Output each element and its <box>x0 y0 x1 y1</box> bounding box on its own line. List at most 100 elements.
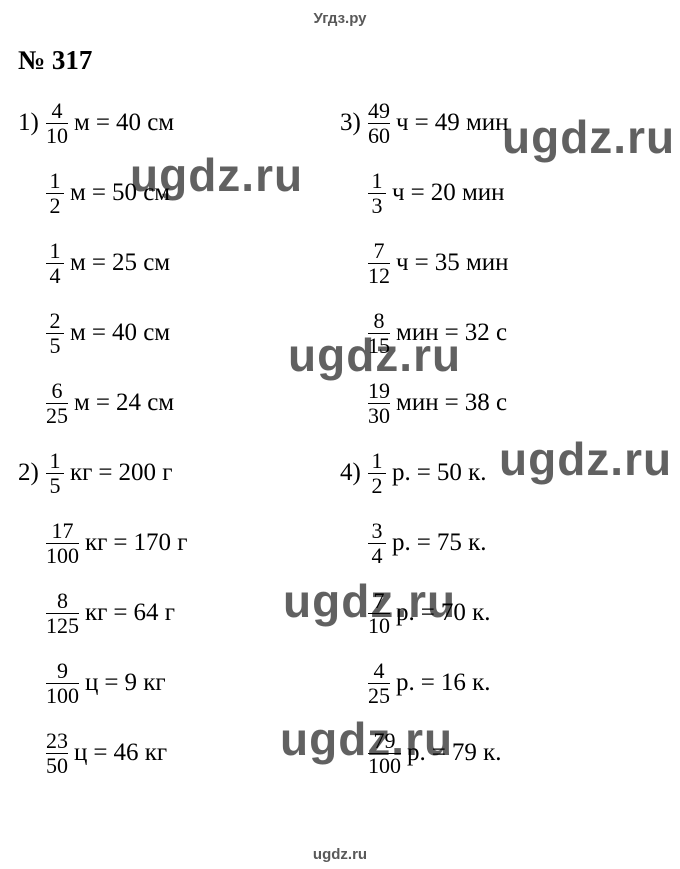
fraction: 815 <box>368 310 390 357</box>
equals-sign: = <box>445 389 459 417</box>
unit-label: ч <box>396 109 409 137</box>
fraction: 13 <box>368 170 386 217</box>
column-left: 1)410м=40 см12м=50 см14м=25 см25м=40 см6… <box>18 88 340 788</box>
unit-label: р. <box>392 459 411 487</box>
numerator: 4 <box>52 100 63 123</box>
denominator: 5 <box>50 334 61 357</box>
problem-title: № 317 <box>0 27 680 88</box>
unit-label: р. <box>396 599 415 627</box>
equations-grid: 1)410м=40 см12м=50 см14м=25 см25м=40 см6… <box>0 88 680 788</box>
item-number: 3) <box>340 109 368 137</box>
fraction: 79100 <box>368 730 401 777</box>
equation-row: 17100кг=170 г <box>18 508 340 578</box>
equation-row: 1)410м=40 см <box>18 88 340 158</box>
equation-row: 13ч=20 мин <box>340 158 662 228</box>
result-value: 70 к. <box>441 599 491 627</box>
result-value: 40 см <box>112 319 170 347</box>
numerator: 3 <box>372 520 383 543</box>
numerator: 23 <box>46 730 68 753</box>
equals-sign: = <box>417 529 431 557</box>
denominator: 10 <box>368 614 390 637</box>
denominator: 12 <box>368 264 390 287</box>
unit-label: ц <box>85 669 98 697</box>
unit-label: м <box>70 179 86 207</box>
equation-row: 12м=50 см <box>18 158 340 228</box>
fraction: 712 <box>368 240 390 287</box>
denominator: 100 <box>46 684 79 707</box>
fraction: 15 <box>46 450 64 497</box>
denominator: 100 <box>368 754 401 777</box>
fraction: 625 <box>46 380 68 427</box>
result-value: 200 г <box>119 459 173 487</box>
fraction: 34 <box>368 520 386 567</box>
fraction: 14 <box>46 240 64 287</box>
fraction: 9100 <box>46 660 79 707</box>
unit-label: ч <box>396 249 409 277</box>
result-value: 50 см <box>112 179 170 207</box>
equation-row: 79100р.=79 к. <box>340 718 662 788</box>
item-number: 4) <box>340 459 368 487</box>
equation-row: 14м=25 см <box>18 228 340 298</box>
equation-row: 34р.=75 к. <box>340 508 662 578</box>
fraction: 17100 <box>46 520 79 567</box>
unit-label: ц <box>74 739 87 767</box>
equation-row: 9100ц=9 кг <box>18 648 340 718</box>
equation-row: 3)4960ч=49 мин <box>340 88 662 158</box>
denominator: 125 <box>46 614 79 637</box>
numerator: 9 <box>57 660 68 683</box>
numerator: 19 <box>368 380 390 403</box>
equals-sign: = <box>432 739 446 767</box>
equals-sign: = <box>113 599 127 627</box>
numerator: 4 <box>374 660 385 683</box>
page-header: Угдз.ру <box>0 0 680 27</box>
unit-label: р. <box>396 669 415 697</box>
equation-row: 2350ц=46 кг <box>18 718 340 788</box>
numerator: 1 <box>50 450 61 473</box>
equals-sign: = <box>421 669 435 697</box>
equation-row: 710р.=70 к. <box>340 578 662 648</box>
result-value: 170 г <box>134 529 188 557</box>
denominator: 5 <box>50 474 61 497</box>
denominator: 60 <box>368 124 390 147</box>
denominator: 4 <box>50 264 61 287</box>
result-value: 49 мин <box>435 109 509 137</box>
equals-sign: = <box>92 319 106 347</box>
unit-label: р. <box>407 739 426 767</box>
result-value: 38 с <box>465 389 507 417</box>
fraction: 25 <box>46 310 64 357</box>
result-value: 35 мин <box>435 249 509 277</box>
denominator: 10 <box>46 124 68 147</box>
denominator: 2 <box>50 194 61 217</box>
numerator: 1 <box>50 240 61 263</box>
denominator: 2 <box>372 474 383 497</box>
denominator: 15 <box>368 334 390 357</box>
result-value: 32 с <box>465 319 507 347</box>
equals-sign: = <box>415 109 429 137</box>
equals-sign: = <box>92 249 106 277</box>
denominator: 3 <box>372 194 383 217</box>
equation-row: 2)15кг=200 г <box>18 438 340 508</box>
fraction: 8125 <box>46 590 79 637</box>
equation-row: 625м=24 см <box>18 368 340 438</box>
result-value: 64 г <box>134 599 176 627</box>
unit-label: м <box>70 319 86 347</box>
equation-row: 815мин=32 с <box>340 298 662 368</box>
unit-label: м <box>74 389 90 417</box>
unit-label: м <box>74 109 90 137</box>
result-value: 9 кг <box>125 669 166 697</box>
item-number: 1) <box>18 109 46 137</box>
equals-sign: = <box>92 179 106 207</box>
result-value: 46 кг <box>114 739 168 767</box>
equals-sign: = <box>104 669 118 697</box>
denominator: 25 <box>46 404 68 427</box>
numerator: 2 <box>50 310 61 333</box>
result-value: 50 к. <box>437 459 487 487</box>
fraction: 12 <box>46 170 64 217</box>
result-value: 25 см <box>112 249 170 277</box>
equation-row: 4)12р.=50 к. <box>340 438 662 508</box>
numerator: 17 <box>52 520 74 543</box>
equals-sign: = <box>415 249 429 277</box>
numerator: 1 <box>50 170 61 193</box>
equation-row: 8125кг=64 г <box>18 578 340 648</box>
equals-sign: = <box>417 459 431 487</box>
